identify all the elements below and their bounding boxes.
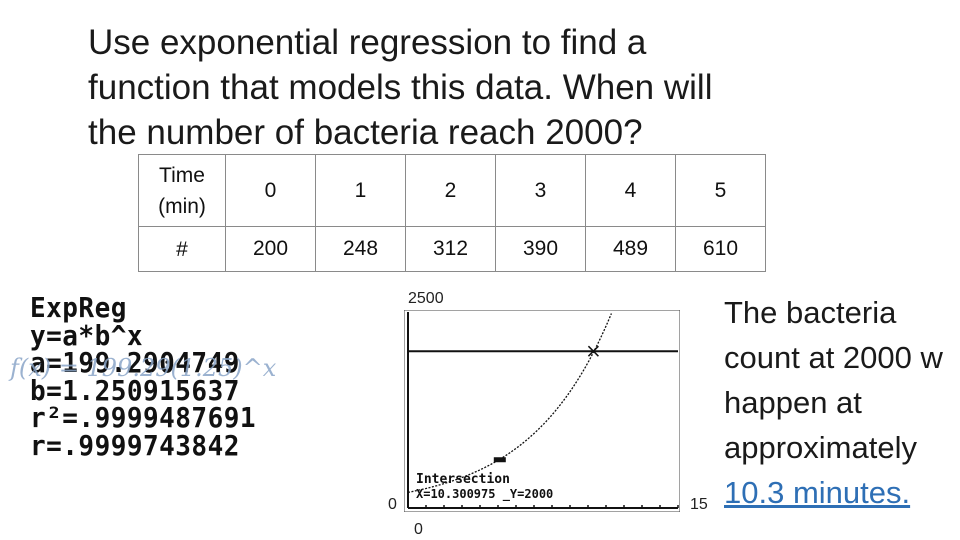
question-line-2: function that models this data. When wil… xyxy=(88,68,713,107)
time-cell: 4 xyxy=(585,154,676,227)
calc-line: b=1.250915637 xyxy=(30,373,240,407)
time-cell: 0 xyxy=(225,154,316,227)
time-header: Time (min) xyxy=(138,154,226,227)
question-line-3: the number of bacteria reach 2000? xyxy=(88,113,643,152)
answer-line-1: The bacteria xyxy=(724,295,897,330)
intersection-readout: X=10.300975 _Y=2000 xyxy=(416,487,553,502)
count-cell: 390 xyxy=(495,226,586,272)
question-line-1: Use exponential regression to find a xyxy=(88,23,647,62)
graph-xmax-label: 15 xyxy=(690,496,708,513)
data-point-marker xyxy=(493,457,506,463)
answer-line-4: approximately xyxy=(724,430,917,465)
x-axis-ticks xyxy=(407,505,679,508)
time-cell: 2 xyxy=(405,154,496,227)
model-formula: f(x) = 199.29(1.25)^x xyxy=(10,354,277,382)
time-cell: 5 xyxy=(675,154,766,227)
time-row: Time (min) 0 1 2 3 4 5 xyxy=(138,154,766,227)
exponential-curve xyxy=(407,313,613,494)
count-cell: 312 xyxy=(405,226,496,272)
graph-ymin-label: 0 xyxy=(388,496,397,513)
answer-line-3: happen at xyxy=(724,385,862,420)
count-cell: 200 xyxy=(225,226,316,272)
calc-line: r²=.9999487691 xyxy=(30,401,257,434)
calculator-regression-screen: ExpReg y=a*b^x a=199.2904749 b=1.2509156… xyxy=(30,294,330,460)
answer-text: The bacteria count at 2000 w happen at a… xyxy=(724,290,943,515)
count-row: # 200 248 312 390 489 610 xyxy=(138,226,766,272)
time-header-label: Time xyxy=(159,163,205,187)
calc-line: r=.9999743842 xyxy=(30,428,240,462)
count-cell: 610 xyxy=(675,226,766,272)
intersection-label: Intersection xyxy=(416,472,510,487)
question-title: Use exponential regression to find a fun… xyxy=(88,20,848,155)
count-cell: 489 xyxy=(585,226,676,272)
calc-line: a=199.2904749 xyxy=(30,346,240,379)
calculator-graph-screen: Intersection X=10.300975 _Y=2000 xyxy=(404,310,680,512)
time-cell: 1 xyxy=(315,154,406,227)
answer-highlight: 10.3 minutes. xyxy=(724,475,911,510)
graph-ymax-label: 2500 xyxy=(408,290,444,307)
count-header: # xyxy=(138,226,226,272)
intersection-cursor xyxy=(587,345,599,357)
graph-xmin-label: 0 xyxy=(414,521,423,538)
calc-line: y=a*b^x xyxy=(30,318,144,352)
graph-frame xyxy=(404,310,680,512)
bacteria-data-table: Time (min) 0 1 2 3 4 5 # 200 248 312 390… xyxy=(138,154,766,272)
answer-line-2: count at 2000 w xyxy=(724,340,943,375)
time-cell: 3 xyxy=(495,154,586,227)
count-cell: 248 xyxy=(315,226,406,272)
calc-line: ExpReg xyxy=(30,291,127,324)
time-header-unit: (min) xyxy=(158,194,206,218)
cursor-stroke xyxy=(587,345,599,357)
